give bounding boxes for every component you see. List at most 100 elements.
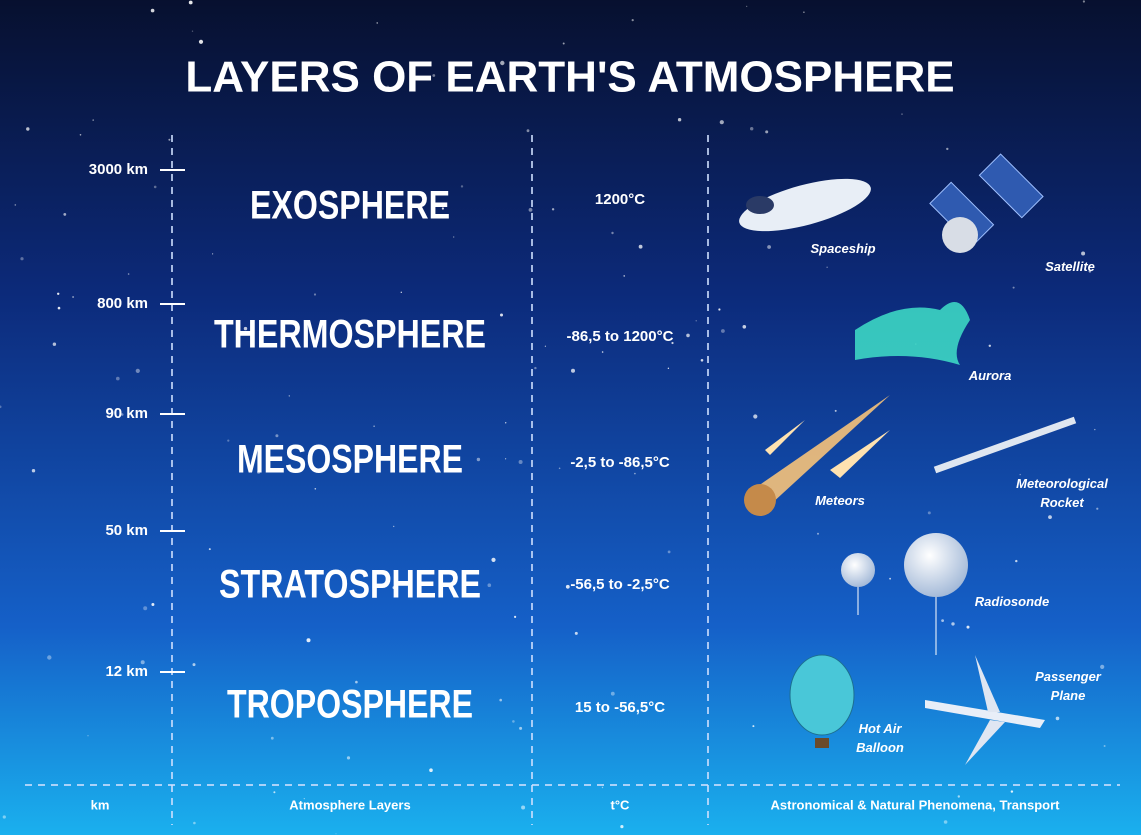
- phenomenon-line: Spaceship: [810, 241, 875, 256]
- layer-name: MESOSPHERE: [237, 438, 463, 482]
- stars: [0, 0, 1106, 834]
- star: [376, 22, 378, 24]
- star: [519, 726, 523, 730]
- star: [544, 345, 547, 347]
- star: [752, 725, 755, 728]
- star: [803, 11, 805, 13]
- star: [460, 185, 464, 188]
- star: [257, 470, 261, 474]
- star: [198, 39, 204, 44]
- star: [140, 660, 145, 665]
- star: [57, 292, 60, 295]
- star: [1082, 0, 1085, 3]
- aurora-icon: [855, 302, 970, 365]
- phenomenon: Radiosonde: [975, 594, 1049, 609]
- star: [386, 85, 390, 90]
- star: [767, 245, 771, 249]
- star: [610, 691, 615, 696]
- star: [571, 368, 575, 373]
- star: [1010, 790, 1014, 793]
- layer-name: TROPOSPHERE: [227, 683, 473, 727]
- star: [153, 185, 157, 189]
- star: [601, 351, 604, 353]
- star: [127, 273, 130, 275]
- plane-icon: [925, 655, 1045, 765]
- phenomenon: Aurora: [968, 368, 1012, 383]
- phenomenon: Satellite: [1045, 259, 1095, 274]
- star: [306, 638, 311, 643]
- phenomenon-line: Passenger: [1035, 669, 1102, 684]
- star: [288, 395, 290, 397]
- star: [188, 0, 193, 5]
- star: [634, 472, 636, 475]
- star: [826, 266, 828, 268]
- star: [710, 70, 714, 74]
- altitude: 3000 km: [89, 161, 148, 178]
- star: [299, 195, 304, 200]
- star: [1015, 559, 1018, 563]
- star: [558, 467, 561, 470]
- layer-name: STRATOSPHERE: [219, 563, 481, 607]
- star: [79, 134, 82, 136]
- star: [120, 413, 124, 416]
- phenomenon-line: Plane: [1051, 688, 1086, 703]
- phenomenon: Passenger Plane: [1035, 669, 1102, 703]
- star: [500, 313, 503, 317]
- satellite-icon: [929, 153, 1044, 253]
- star: [1094, 428, 1096, 431]
- star: [168, 138, 171, 141]
- star: [47, 655, 52, 660]
- star: [313, 293, 317, 296]
- star: [526, 129, 530, 133]
- star: [270, 736, 274, 740]
- star: [631, 19, 634, 22]
- temperature: -56,5 to -2,5°C: [570, 576, 670, 593]
- star: [817, 532, 819, 535]
- star: [303, 798, 305, 800]
- star: [514, 615, 517, 619]
- star: [686, 333, 690, 338]
- star: [695, 320, 697, 322]
- star: [499, 698, 503, 702]
- star: [151, 603, 155, 606]
- star: [528, 208, 533, 212]
- star: [192, 663, 196, 667]
- phenomenon: Spaceship: [810, 241, 875, 256]
- star: [753, 414, 758, 419]
- star: [31, 469, 36, 473]
- star: [1100, 664, 1105, 670]
- star: [342, 320, 346, 325]
- star: [1081, 251, 1086, 256]
- star: [901, 113, 903, 115]
- ticks: [160, 169, 185, 673]
- star: [410, 208, 413, 211]
- star: [671, 341, 674, 345]
- star: [432, 74, 436, 77]
- star: [20, 257, 24, 261]
- star: [275, 434, 279, 438]
- star: [143, 606, 148, 611]
- star: [1103, 745, 1106, 747]
- phenomenon-line: Meteorological: [1016, 476, 1108, 491]
- star: [441, 207, 444, 210]
- star: [574, 631, 578, 635]
- star: [943, 820, 948, 824]
- star: [1012, 286, 1015, 289]
- star: [355, 680, 358, 684]
- star: [135, 368, 140, 373]
- star: [505, 422, 507, 424]
- star: [565, 584, 570, 589]
- phenomenon: Meteors: [815, 493, 865, 508]
- star: [243, 326, 248, 331]
- star: [116, 376, 120, 381]
- column-label: t°C: [611, 797, 631, 812]
- star: [273, 791, 276, 794]
- star: [927, 511, 931, 515]
- star: [957, 795, 960, 798]
- star: [400, 291, 402, 293]
- star: [718, 308, 721, 311]
- balloon-icon: [789, 654, 855, 748]
- star: [476, 457, 481, 462]
- star: [72, 296, 75, 298]
- star: [638, 244, 643, 249]
